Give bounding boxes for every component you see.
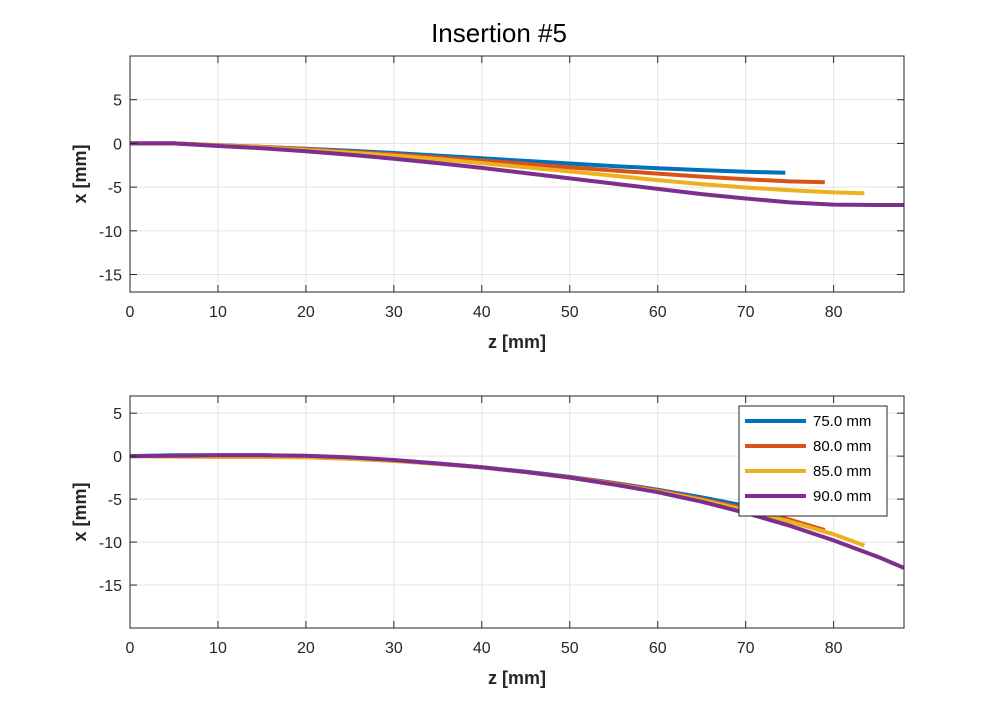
x-tick-label: 20 — [297, 640, 315, 657]
y-tick-label: 5 — [113, 406, 122, 423]
x-tick-label: 60 — [649, 640, 667, 657]
y-axis-label: x [mm] — [70, 482, 90, 541]
legend-label: 90.0 mm — [813, 488, 871, 505]
y-tick-label: -15 — [99, 578, 122, 595]
x-tick-label: 60 — [649, 304, 667, 321]
legend: 75.0 mm 80.0 mm 85.0 mm 90.0 mm — [738, 405, 888, 517]
x-axis-label: z [mm] — [488, 668, 546, 688]
x-tick-label: 10 — [209, 640, 227, 657]
y-axis-label: x [mm] — [70, 144, 90, 203]
x-tick-label: 30 — [385, 304, 403, 321]
legend-label: 85.0 mm — [813, 463, 871, 480]
x-axis-label: z [mm] — [488, 332, 546, 352]
x-tick-label: 20 — [297, 304, 315, 321]
y-tick-label: -15 — [99, 268, 122, 285]
x-tick-label: 40 — [473, 640, 491, 657]
y-tick-label: 5 — [113, 93, 122, 110]
x-tick-label: 40 — [473, 304, 491, 321]
x-tick-label: 80 — [825, 304, 843, 321]
x-tick-label: 50 — [561, 304, 579, 321]
y-tick-label: -10 — [99, 535, 122, 552]
figure-title: Insertion #5 — [431, 18, 567, 48]
x-tick-label: 50 — [561, 640, 579, 657]
series-group — [130, 141, 904, 207]
x-tick-label: 70 — [737, 640, 755, 657]
axes-box — [129, 55, 905, 293]
x-tick-label: 0 — [126, 304, 135, 321]
axes-box — [129, 395, 905, 629]
series-line-900 — [130, 453, 904, 570]
y-tick-label: -5 — [108, 180, 122, 197]
x-tick-label: 0 — [126, 640, 135, 657]
legend-label: 80.0 mm — [813, 438, 871, 455]
y-tick-label: 0 — [113, 449, 122, 466]
legend-label: 75.0 mm — [813, 413, 871, 430]
y-tick-label: -10 — [99, 224, 122, 241]
x-tick-label: 30 — [385, 640, 403, 657]
y-tick-label: -5 — [108, 492, 122, 509]
x-tick-label: 70 — [737, 304, 755, 321]
series-line-900 — [130, 141, 904, 207]
x-tick-label: 80 — [825, 640, 843, 657]
x-tick-label: 10 — [209, 304, 227, 321]
y-tick-label: 0 — [113, 136, 122, 153]
